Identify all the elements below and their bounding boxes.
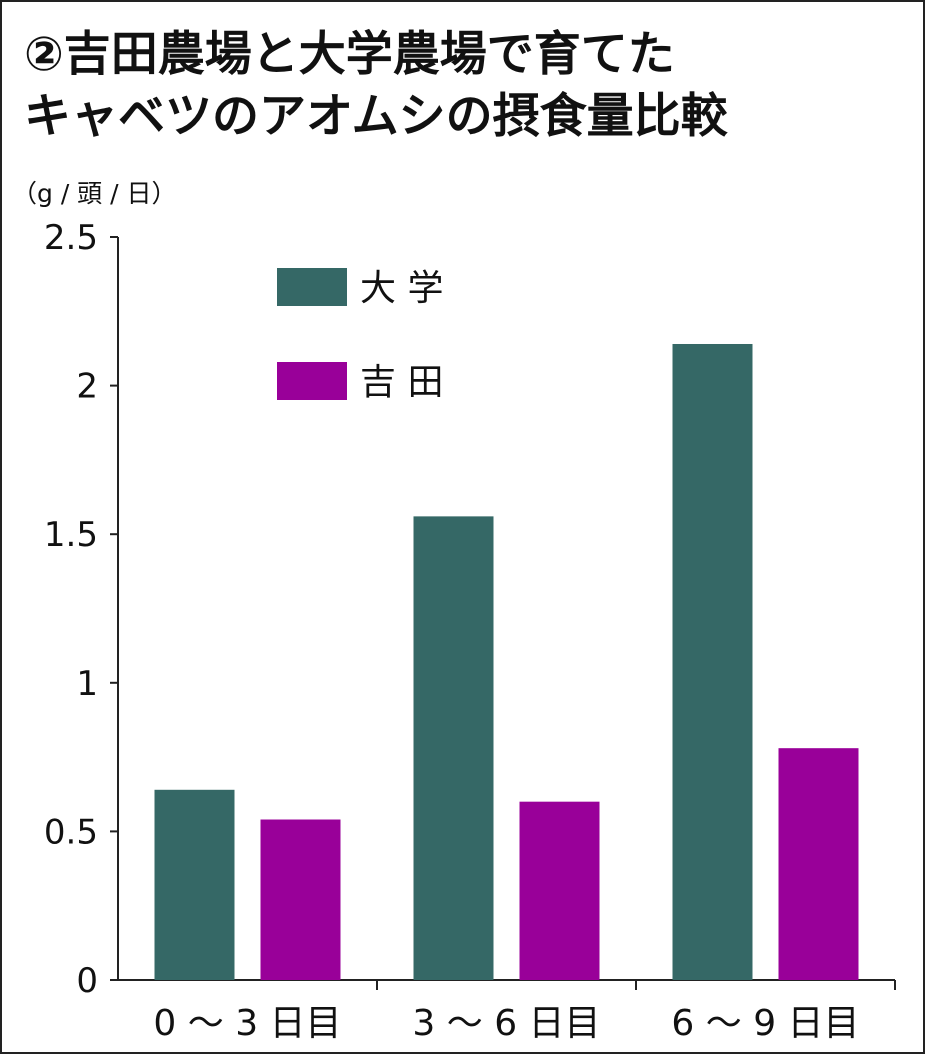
y-tick-label: 2 bbox=[76, 367, 98, 407]
chart-title: ②吉田農場と大学農場で育てた キャベツのアオムシの摂食量比較 bbox=[24, 24, 904, 148]
y-axis-unit-label: （g / 頭 / 日） bbox=[12, 179, 177, 208]
legend-swatch-yoshida bbox=[277, 362, 347, 400]
bar-daigaku-3 bbox=[672, 343, 753, 980]
bar-daigaku-2 bbox=[413, 516, 494, 980]
bar-yoshida-3 bbox=[778, 748, 859, 980]
legend-label-daigaku: 大 学 bbox=[360, 268, 443, 309]
y-tick-label: 1 bbox=[76, 664, 98, 704]
chart-title-line-2: キャベツのアオムシの摂食量比較 bbox=[24, 89, 728, 144]
bars bbox=[154, 343, 859, 980]
y-tick-label: 0 bbox=[76, 961, 98, 1001]
x-tick-label: 0 ～ 3 日目 bbox=[153, 1003, 341, 1044]
axes: 0 0.5 1 1.5 2 2.5 0 ～ 3 日目 3 ～ 6 日目 6 ～ 9 日目 bbox=[44, 218, 896, 1044]
y-tick-label: 1.5 bbox=[44, 515, 98, 555]
bar-daigaku-1 bbox=[154, 789, 235, 980]
bar-yoshida-2 bbox=[519, 801, 600, 980]
chart-title-line-1: ②吉田農場と大学農場で育てた bbox=[24, 27, 675, 82]
x-tick-label: 6 ～ 9 日目 bbox=[671, 1003, 859, 1044]
y-tick-label: 2.5 bbox=[44, 218, 98, 258]
legend: 大 学吉 田 bbox=[277, 268, 443, 403]
legend-swatch-daigaku bbox=[277, 268, 347, 306]
y-tick-label: 0.5 bbox=[44, 812, 98, 852]
x-tick-label: 3 ～ 6 日目 bbox=[412, 1003, 600, 1044]
bar-yoshida-1 bbox=[260, 819, 341, 980]
legend-label-yoshida: 吉 田 bbox=[360, 362, 443, 403]
